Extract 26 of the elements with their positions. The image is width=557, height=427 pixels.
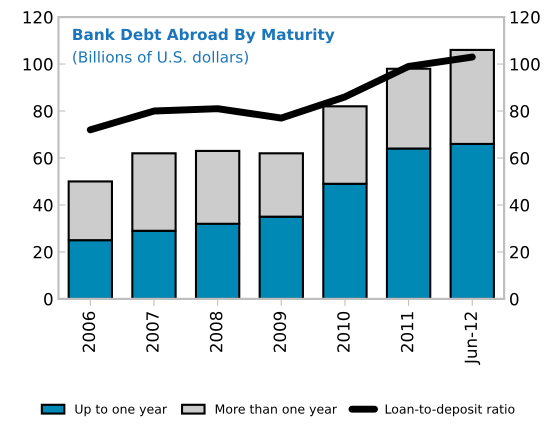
y2-tick-label: 120 [510, 11, 540, 24]
y2-tick-label: 60 [510, 152, 530, 165]
y2-tick-label: 20 [510, 246, 530, 258]
text: Bank Debt Abroad By Maturity [73, 28, 334, 44]
y-tick-label: 0 [44, 292, 53, 306]
legend-label: More than one year [216, 404, 337, 416]
y-tick-label: 80 [34, 104, 53, 118]
y2-tick-label: 100 [510, 58, 540, 71]
legend-label: Up to one year [75, 404, 168, 416]
x-tick-label: 2006 [82, 312, 96, 352]
x-tick-label: 2008 [210, 312, 222, 352]
y2-tick-label: 80 [510, 104, 530, 118]
y-tick-label: 120 [24, 11, 53, 24]
x-tick-label: 2011 [400, 312, 414, 352]
y-tick-label: 40 [33, 198, 53, 212]
x-tick-label: 2010 [337, 312, 350, 352]
x-tick-label: 2007 [146, 312, 159, 352]
y2-tick-label: 40 [510, 198, 530, 212]
legend-label: Loan-to-deposit ratio [386, 404, 514, 416]
x-tick-label: 2009 [274, 312, 286, 352]
y-tick-label: 60 [34, 152, 53, 165]
y2-tick-label: 0 [510, 292, 518, 306]
text: (Billions of U.S. dollars) [73, 50, 248, 65]
y-tick-label: 100 [24, 58, 53, 71]
y-tick-label: 20 [34, 246, 53, 258]
x-tick-label: Jun-12 [464, 312, 480, 365]
